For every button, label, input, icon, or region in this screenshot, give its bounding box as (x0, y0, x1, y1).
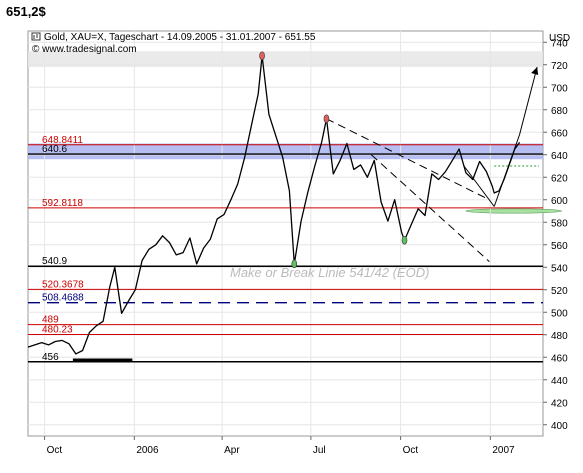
plot-frame (27, 30, 544, 437)
pivot-marker (401, 235, 408, 245)
x-tick-label: Oct (403, 445, 419, 456)
level-label: 520.3678 (42, 279, 84, 290)
gold-price-line (27, 55, 521, 355)
price-heading: 651,2$ (6, 4, 46, 19)
pivot-marker (291, 259, 298, 269)
price-zones (28, 51, 563, 214)
y-tick-label: 600 (551, 196, 568, 207)
x-tick-label: 2006 (136, 445, 159, 456)
level-label: 508.4688 (42, 293, 84, 304)
chart-header: Gold, XAU=X, Tageschart - 14.09.2005 - 3… (31, 32, 570, 55)
x-tick-label: 2007 (492, 445, 515, 456)
down-leg-line (463, 165, 495, 207)
level-label: 480.23 (42, 324, 73, 335)
support-zone-oval (465, 208, 563, 214)
y-tick-label: 720 (551, 61, 568, 72)
chart-type-icon (31, 32, 41, 41)
y-tick-label: 480 (551, 331, 568, 342)
price-zone (28, 143, 543, 160)
x-tick-label: Jul (313, 445, 326, 456)
y-tick-label: 560 (551, 241, 568, 252)
channel-upper-line (326, 118, 490, 201)
target-arrow-head (531, 67, 539, 75)
y-tick-label: 640 (551, 151, 568, 162)
y-tick-label: 500 (551, 308, 568, 319)
make-or-break-annotation: Make or Break Linie 541/42 (EOD) (230, 265, 429, 280)
x-tick-label: Oct (47, 445, 63, 456)
level-label: 592.8118 (42, 198, 83, 209)
x-tick-label: Apr (224, 445, 240, 456)
y-axis: 400 420 440 460 480 500 520 540 560 580 600 620 640 6… (543, 38, 568, 432)
pivot-marker (323, 114, 330, 124)
level-label: 640.6 (42, 144, 67, 155)
y-tick-label: 540 (551, 263, 568, 274)
chart-subtitle: © www.tradesignal.com (32, 44, 137, 55)
y-tick-label: 620 (551, 173, 568, 184)
level-label: 648.8411 (42, 135, 83, 146)
price-series (27, 55, 521, 355)
y-tick-label: 740 (551, 38, 568, 49)
level-label: 456 (42, 352, 59, 363)
y-tick-label: 400 (551, 421, 568, 432)
y-tick-label: 580 (551, 218, 568, 229)
pivot-markers (259, 51, 408, 269)
x-axis: Oct 2006 Apr Jul Oct 2007 (44, 436, 515, 456)
y-tick-label: 520 (551, 286, 568, 297)
level-label: 489 (42, 315, 59, 326)
price-zone (28, 51, 543, 67)
chart-title: Gold, XAU=X, Tageschart - 14.09.2005 - 3… (44, 32, 316, 43)
y-tick-label: 440 (551, 376, 568, 387)
channel-lower-line (370, 154, 490, 262)
target-arrow-line (519, 66, 538, 135)
y-tick-label: 460 (551, 353, 568, 364)
y-tick-label: 420 (551, 398, 568, 409)
y-tick-label: 660 (551, 128, 568, 139)
y-axis-unit: USD (549, 33, 570, 44)
trend-drawings (326, 66, 539, 262)
y-tick-label: 700 (551, 83, 568, 94)
pivot-marker (259, 51, 265, 61)
level-label: 540.9 (42, 256, 67, 267)
y-tick-label: 680 (551, 106, 568, 117)
